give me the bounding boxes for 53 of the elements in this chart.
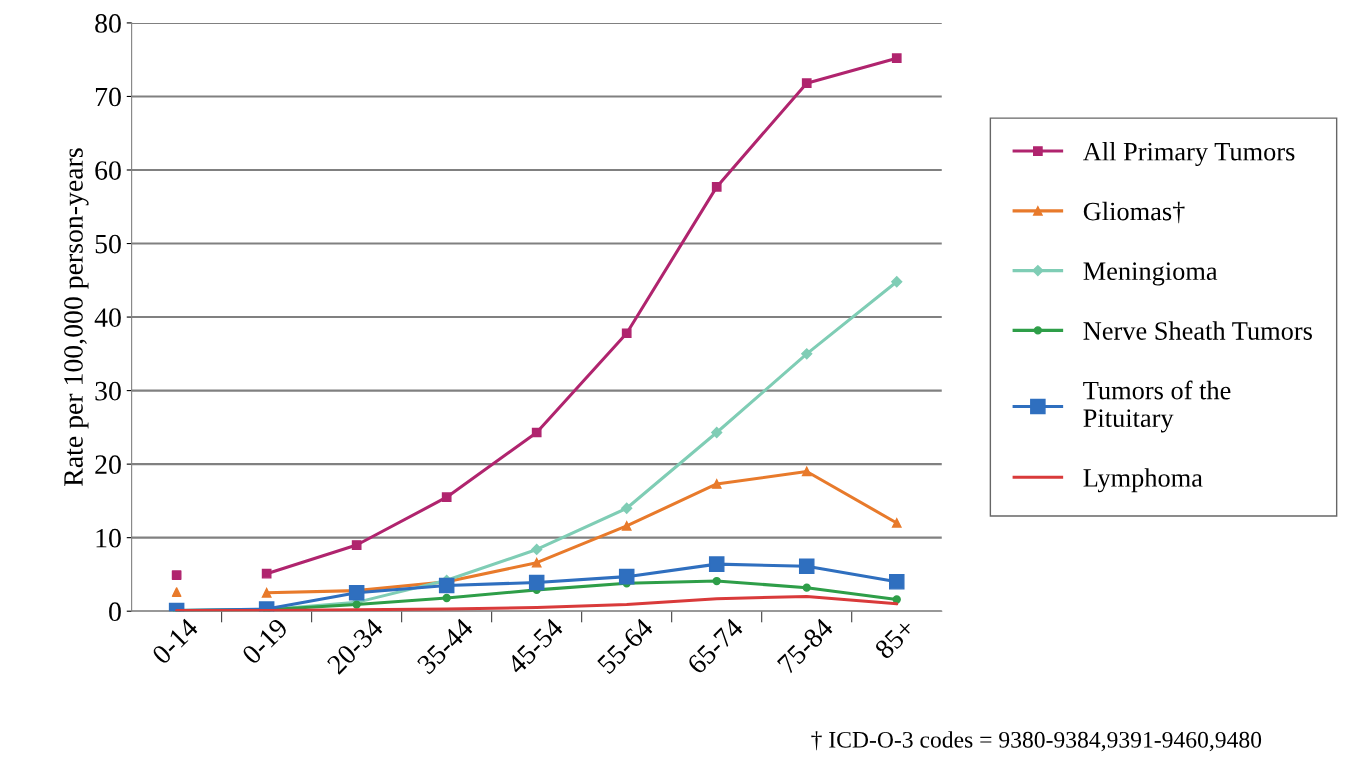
point <box>798 558 815 575</box>
point <box>801 78 812 89</box>
point <box>442 593 451 603</box>
x-tick-label: 0-14 <box>151 616 200 666</box>
legend-label: All Primary Tumors <box>1082 142 1295 167</box>
text: † ICD-O-3 codes = 9380-9384,9391-9460,9480 <box>811 731 1262 752</box>
point <box>888 574 905 590</box>
point <box>708 556 725 572</box>
point <box>531 543 543 556</box>
point <box>891 53 902 64</box>
point <box>618 568 635 585</box>
point <box>531 427 542 438</box>
point <box>621 521 632 531</box>
legend-label: Nerve Sheath Tumors <box>1083 321 1312 340</box>
point <box>892 595 901 604</box>
y-tick-label: 60 <box>95 161 121 180</box>
legend-label: Tumors of the Pituitary <box>1083 380 1231 433</box>
y-tick-label: 80 <box>95 14 121 33</box>
point <box>441 492 452 503</box>
y-tick-label: 50 <box>95 234 121 254</box>
point <box>528 574 545 591</box>
legend-label: Gliomas† <box>1083 201 1185 224</box>
y-tick-label: 20 <box>95 455 121 475</box>
point <box>711 479 722 489</box>
y-tick-label: 10 <box>96 528 121 548</box>
point <box>531 557 542 568</box>
point <box>438 577 455 594</box>
point <box>801 466 812 477</box>
x-tick-label: 85+ <box>873 617 917 660</box>
point <box>348 585 365 601</box>
point <box>621 502 633 514</box>
point <box>352 600 361 609</box>
point <box>891 518 902 528</box>
point <box>171 587 182 597</box>
point <box>801 348 813 360</box>
point <box>712 576 721 586</box>
point <box>261 587 272 598</box>
y-tick-label: 0 <box>109 602 121 622</box>
legend-label: Lymphoma <box>1083 468 1203 493</box>
y-tick-label: 40 <box>94 308 121 327</box>
point <box>891 276 903 288</box>
point <box>261 568 272 579</box>
point <box>171 570 182 581</box>
x-tick-label: 0-19 <box>241 617 289 666</box>
point <box>711 426 723 439</box>
y-tick-label: 30 <box>95 381 121 401</box>
point <box>351 540 362 550</box>
y-tick-label: 70 <box>95 87 121 107</box>
legend-label: Meningioma <box>1083 262 1218 286</box>
point <box>621 328 632 339</box>
y-axis-title: Rate per 100,000 person-years <box>64 148 89 486</box>
point <box>711 182 722 192</box>
point <box>802 583 811 592</box>
